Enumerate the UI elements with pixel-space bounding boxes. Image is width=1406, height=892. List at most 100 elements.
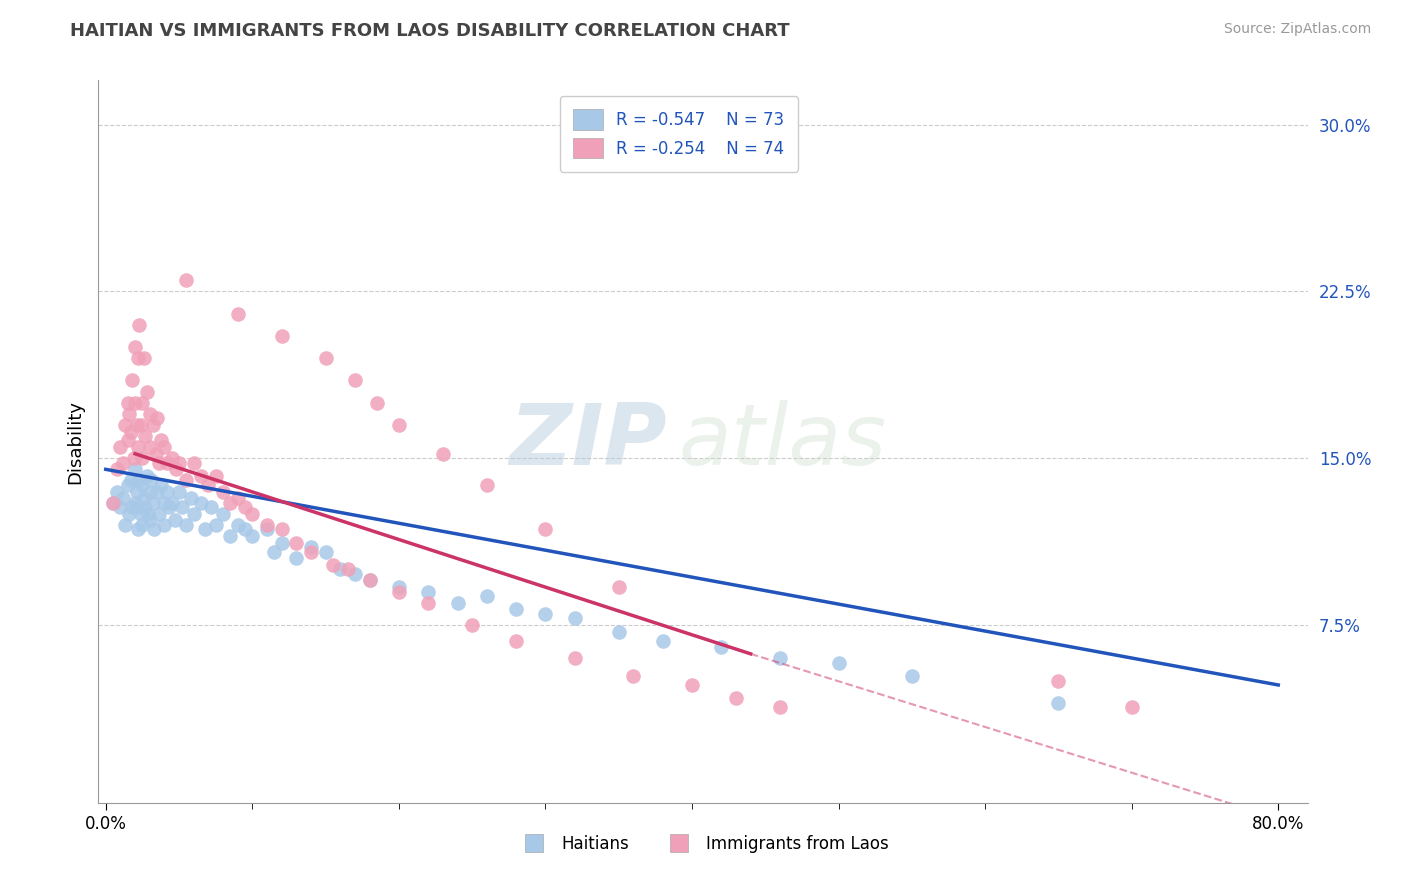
Point: [142, 417, 165, 432]
Point: [233, 500, 256, 515]
Point: [315, 544, 337, 558]
Point: [183, 507, 205, 521]
Point: [142, 496, 165, 510]
Point: [153, 517, 176, 532]
Point: [418, 584, 440, 599]
Point: [165, 462, 187, 476]
Point: [136, 507, 159, 521]
Point: [724, 691, 747, 706]
Point: [180, 491, 202, 506]
Point: [132, 351, 155, 366]
Point: [901, 669, 924, 683]
Point: [226, 307, 249, 321]
Point: [343, 373, 366, 387]
Point: [336, 562, 359, 576]
Point: [607, 580, 630, 594]
Point: [110, 500, 132, 515]
Legend: Haitians, Immigrants from Laos: Haitians, Immigrants from Laos: [512, 828, 894, 860]
Point: [128, 318, 150, 332]
Point: [120, 474, 142, 488]
Point: [564, 611, 586, 625]
Point: [135, 384, 157, 399]
Point: [219, 529, 242, 543]
Point: [125, 417, 148, 432]
Point: [769, 651, 792, 665]
Point: [134, 429, 156, 443]
Point: [418, 596, 440, 610]
Point: [117, 434, 139, 448]
Point: [285, 551, 308, 566]
Point: [112, 456, 135, 470]
Point: [134, 500, 156, 515]
Point: [138, 484, 160, 499]
Point: [446, 596, 468, 610]
Point: [475, 478, 498, 492]
Point: [121, 373, 143, 387]
Point: [148, 456, 170, 470]
Point: [170, 500, 193, 515]
Point: [343, 566, 366, 581]
Point: [176, 273, 198, 287]
Point: [153, 496, 176, 510]
Point: [118, 507, 141, 521]
Point: [121, 500, 143, 515]
Point: [176, 474, 198, 488]
Point: [156, 484, 179, 499]
Point: [240, 529, 263, 543]
Point: [127, 351, 149, 366]
Point: [101, 496, 124, 510]
Point: [145, 447, 167, 461]
Point: [285, 535, 308, 549]
Point: [388, 417, 411, 432]
Point: [212, 484, 235, 499]
Point: [388, 584, 411, 599]
Point: [138, 513, 160, 527]
Point: [131, 517, 153, 532]
Point: [124, 395, 146, 409]
Point: [141, 474, 163, 488]
Point: [681, 678, 703, 692]
Point: [160, 496, 183, 510]
Point: [256, 522, 278, 536]
Point: [129, 417, 152, 432]
Point: [270, 329, 292, 343]
Point: [315, 351, 337, 366]
Y-axis label: Disability: Disability: [66, 400, 84, 483]
Point: [148, 507, 170, 521]
Point: [1047, 696, 1070, 710]
Point: [114, 417, 136, 432]
Point: [127, 522, 149, 536]
Point: [114, 517, 136, 532]
Point: [127, 440, 149, 454]
Point: [270, 535, 292, 549]
Point: [176, 517, 198, 532]
Point: [167, 484, 190, 499]
Point: [131, 478, 153, 492]
Text: Source: ZipAtlas.com: Source: ZipAtlas.com: [1223, 22, 1371, 37]
Point: [200, 500, 222, 515]
Point: [143, 522, 166, 536]
Point: [112, 491, 135, 506]
Point: [183, 456, 205, 470]
Point: [127, 500, 149, 515]
Point: [359, 574, 381, 588]
Point: [651, 633, 673, 648]
Point: [769, 700, 792, 714]
Point: [163, 513, 186, 527]
Point: [233, 522, 256, 536]
Point: [204, 517, 226, 532]
Point: [226, 517, 249, 532]
Point: [135, 469, 157, 483]
Point: [204, 469, 226, 483]
Point: [534, 607, 557, 621]
Point: [124, 496, 146, 510]
Point: [124, 462, 146, 476]
Point: [270, 522, 292, 536]
Point: [827, 656, 849, 670]
Point: [240, 507, 263, 521]
Point: [153, 440, 176, 454]
Point: [505, 602, 527, 616]
Point: [322, 558, 344, 572]
Point: [107, 462, 129, 476]
Point: [146, 484, 169, 499]
